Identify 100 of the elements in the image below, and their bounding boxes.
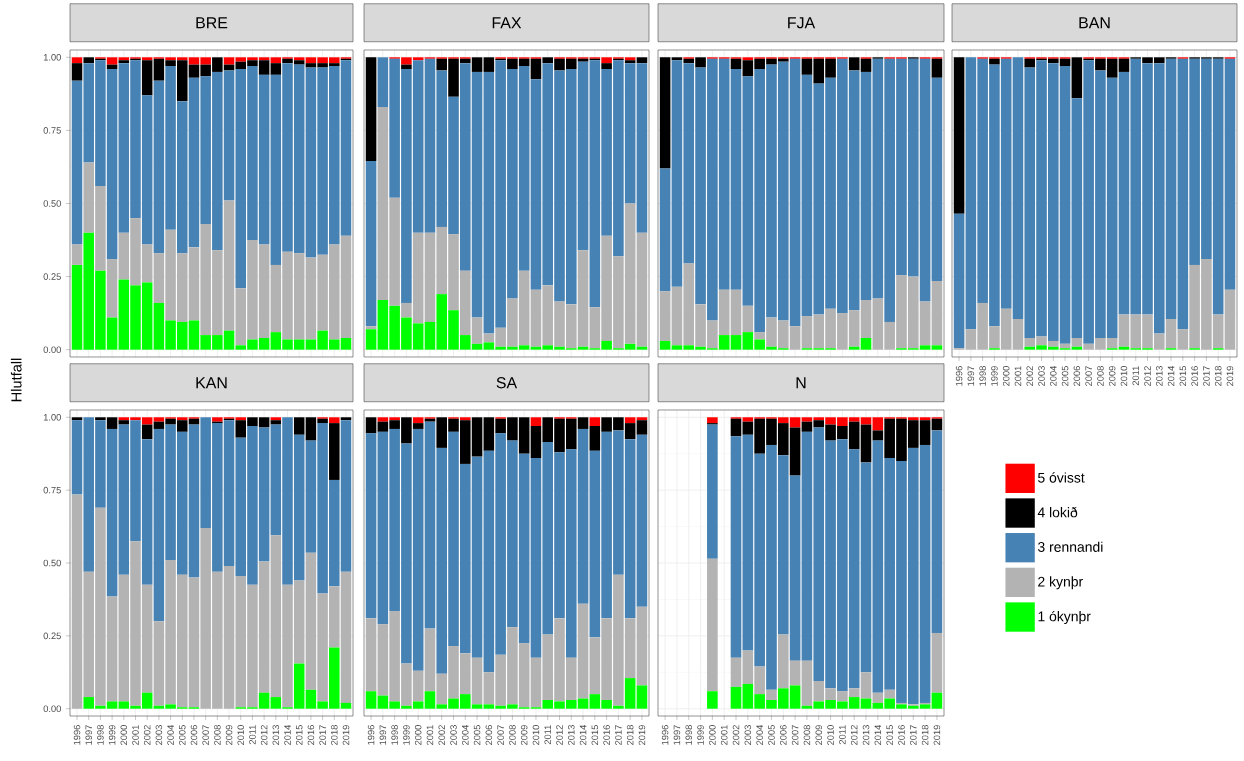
x-tick-label: 2019 <box>933 725 941 745</box>
x-tick-label: 2016 <box>898 725 905 745</box>
x-tick-label: 1997 <box>85 725 92 745</box>
x-tick-label: 2011 <box>839 725 846 745</box>
chart-title: N <box>796 377 806 389</box>
x-tick-label: 2014 <box>1167 365 1175 386</box>
y-tick-label: 1.00 <box>43 414 61 421</box>
x-tick-label: 2010 <box>1120 366 1128 386</box>
x-tick-label: 2011 <box>1132 366 1140 386</box>
x-tick-label: 2011 <box>249 725 256 745</box>
x-tick-label: 2002 <box>143 725 151 745</box>
x-tick-label: 1999 <box>403 725 410 745</box>
x-tick-label: 1996 <box>73 725 81 745</box>
x-tick-label: 1997 <box>379 725 387 745</box>
x-tick-label: 2004 <box>1050 365 1057 386</box>
x-tick-label: 2014 <box>284 724 291 745</box>
x-tick-label: 2002 <box>732 725 740 745</box>
x-tick-label: 2000 <box>709 725 716 745</box>
x-tick-label: 2005 <box>473 725 481 745</box>
x-tick-label: 2019 <box>342 725 350 745</box>
x-tick-label: 1997 <box>673 725 681 745</box>
x-tick-label: 2016 <box>1191 366 1198 386</box>
x-tick-label: 1996 <box>661 725 669 745</box>
y-axis-title: Hlutfall <box>10 358 22 402</box>
x-tick-label: 1998 <box>97 725 104 745</box>
x-tick-label: 2001 <box>720 725 728 745</box>
x-tick-label: 2003 <box>1038 366 1045 386</box>
x-tick-label: 2007 <box>1085 366 1092 386</box>
x-tick-label: 2013 <box>862 725 870 745</box>
y-tick-label: 0.75 <box>43 486 61 494</box>
x-tick-label: 2005 <box>1061 366 1069 386</box>
y-tick-label: 0.25 <box>43 632 61 640</box>
x-tick-label: 2002 <box>1026 366 1034 386</box>
y-tick-label: 0.50 <box>43 200 61 207</box>
legend-label: 2 kynþr <box>1038 576 1083 590</box>
chart-title: FAX <box>492 17 522 29</box>
x-tick-label: 2003 <box>744 725 752 745</box>
x-tick-label: 1997 <box>967 366 975 386</box>
x-tick-label: 2014 <box>874 724 882 745</box>
x-tick-label: 2019 <box>638 725 646 745</box>
x-tick-label: 2000 <box>120 725 128 745</box>
x-tick-label: 2000 <box>414 725 422 745</box>
x-tick-label: 2012 <box>850 725 858 745</box>
x-tick-label: 2017 <box>319 725 326 745</box>
x-tick-label: 2017 <box>910 725 917 745</box>
x-tick-label: 2003 <box>155 725 163 745</box>
legend-label: 3 rennandi <box>1037 541 1103 552</box>
y-tick-label: 0.00 <box>43 705 61 712</box>
x-tick-label: 2007 <box>497 725 504 745</box>
chart-title: KAN <box>196 377 227 389</box>
x-tick-label: 2008 <box>1097 366 1104 386</box>
x-tick-label: 2012 <box>556 725 563 745</box>
x-tick-label: 2015 <box>295 725 303 745</box>
x-tick-label: 2006 <box>485 725 493 745</box>
x-tick-label: 2008 <box>509 725 516 745</box>
x-tick-label: 1998 <box>391 725 398 745</box>
x-tick-label: 2006 <box>190 725 198 745</box>
y-tick-label: 1.00 <box>43 54 61 61</box>
x-tick-label: 2015 <box>1179 366 1187 386</box>
x-tick-label: 1999 <box>697 725 704 745</box>
y-tick-label: 0.50 <box>43 559 61 567</box>
x-tick-label: 1996 <box>955 366 963 386</box>
x-tick-label: 2006 <box>1073 366 1081 386</box>
x-tick-label: 2010 <box>827 725 834 745</box>
x-tick-label: 2004 <box>462 724 469 745</box>
x-tick-label: 2014 <box>579 724 587 745</box>
chart-title: BRE <box>196 17 228 29</box>
legend-label: 1 ókynþr <box>1038 610 1091 625</box>
chart-title: BAN <box>1079 17 1110 29</box>
legend-label: 4 lokið <box>1037 506 1078 518</box>
x-tick-label: 2006 <box>780 725 787 745</box>
x-tick-label: 2013 <box>272 725 280 745</box>
x-tick-label: 2012 <box>1144 366 1151 386</box>
x-tick-label: 2018 <box>921 725 929 745</box>
x-tick-label: 2018 <box>626 725 634 745</box>
x-tick-label: 2003 <box>450 725 457 745</box>
x-tick-label: 2016 <box>603 725 610 745</box>
x-tick-label: 2007 <box>202 725 209 745</box>
legend-label: 5 óvisst <box>1038 472 1085 483</box>
x-tick-label: 2004 <box>756 724 763 745</box>
x-tick-label: 1996 <box>367 725 375 745</box>
chart-title: SA <box>496 377 518 389</box>
y-tick-label: 0.00 <box>43 346 61 353</box>
x-tick-label: 2009 <box>225 725 233 745</box>
x-tick-label: 2001 <box>426 725 434 745</box>
x-tick-label: 1998 <box>979 366 986 386</box>
x-tick-label: 2015 <box>591 725 599 745</box>
x-tick-label: 1998 <box>685 725 693 745</box>
x-tick-label: 1999 <box>991 366 998 386</box>
x-tick-label: 2000 <box>1002 366 1010 386</box>
x-tick-label: 2001 <box>1014 366 1022 386</box>
y-tick-label: 0.25 <box>43 273 61 280</box>
x-tick-label: 2009 <box>1108 366 1116 386</box>
x-tick-label: 2001 <box>132 725 139 745</box>
x-tick-label: 2010 <box>532 725 540 745</box>
x-tick-label: 2008 <box>214 725 221 745</box>
x-tick-label: 2015 <box>886 725 893 745</box>
x-tick-label: 2019 <box>1226 366 1234 386</box>
x-tick-label: 2012 <box>260 725 268 745</box>
x-tick-label: 2009 <box>520 725 528 745</box>
